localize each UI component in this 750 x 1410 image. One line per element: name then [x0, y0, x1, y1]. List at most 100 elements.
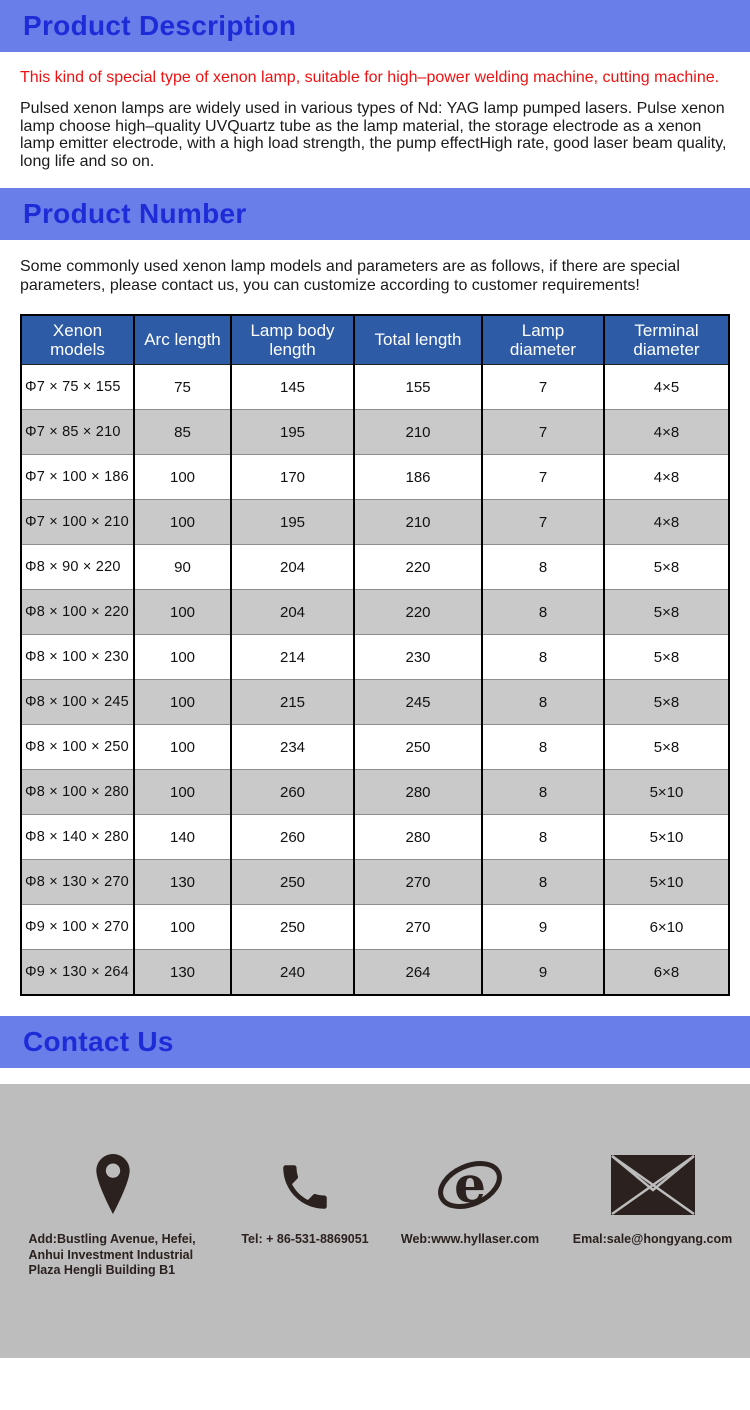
table-row: Φ8 × 130 × 270 130 250 270 8 5×10 — [20, 859, 730, 905]
value-cell: 7 — [481, 454, 605, 500]
table-row: Φ8 × 100 × 245 100 215 245 8 5×8 — [20, 679, 730, 725]
value-cell: 234 — [230, 724, 355, 770]
value-cell: 8 — [481, 679, 605, 725]
table-row: Φ8 × 100 × 280 100 260 280 8 5×10 — [20, 769, 730, 815]
value-cell: 215 — [230, 679, 355, 725]
value-cell: 5×10 — [603, 769, 730, 815]
value-cell: 204 — [230, 589, 355, 635]
value-cell: 9 — [481, 904, 605, 950]
value-cell: 100 — [133, 724, 232, 770]
value-cell: 8 — [481, 814, 605, 860]
value-cell: 4×8 — [603, 499, 730, 545]
value-cell: 210 — [353, 499, 483, 545]
value-cell: 186 — [353, 454, 483, 500]
value-cell: 214 — [230, 634, 355, 680]
models-table: Xenon models Arc length Lamp body length To… — [20, 313, 730, 996]
table-row: Φ7 × 100 × 186 100 170 186 7 4×8 — [20, 454, 730, 500]
internet-explorer-icon: e — [434, 1148, 506, 1216]
value-cell: 195 — [230, 499, 355, 545]
value-cell: 5×10 — [603, 859, 730, 905]
table-row: Φ7 × 85 × 210 85 195 210 7 4×8 — [20, 409, 730, 455]
value-cell: 85 — [133, 409, 232, 455]
value-cell: 5×8 — [603, 724, 730, 770]
highlight-text: This kind of special type of xenon lamp,… — [20, 69, 720, 86]
model-cell: Φ7 × 85 × 210 — [20, 409, 135, 455]
value-cell: 220 — [353, 589, 483, 635]
value-cell: 8 — [481, 724, 605, 770]
value-cell: 155 — [353, 364, 483, 410]
value-cell: 6×8 — [603, 949, 730, 995]
value-cell: 75 — [133, 364, 232, 410]
contact-web-block: e Web:www.hyllaser.com — [385, 1148, 555, 1358]
value-cell: 204 — [230, 544, 355, 590]
value-cell: 240 — [230, 949, 355, 995]
table-row: Φ9 × 130 × 264 130 240 264 9 6×8 — [20, 949, 730, 995]
value-cell: 100 — [133, 589, 232, 635]
table-header-row: Xenon models Arc length Lamp body length To… — [20, 314, 730, 366]
value-cell: 8 — [481, 634, 605, 680]
model-cell: Φ7 × 100 × 210 — [20, 499, 135, 545]
value-cell: 8 — [481, 589, 605, 635]
value-cell: 280 — [353, 814, 483, 860]
value-cell: 130 — [133, 859, 232, 905]
value-cell: 7 — [481, 409, 605, 455]
value-cell: 130 — [133, 949, 232, 995]
model-cell: Φ9 × 130 × 264 — [20, 949, 135, 995]
table-row: Φ8 × 90 × 220 90 204 220 8 5×8 — [20, 544, 730, 590]
value-cell: 100 — [133, 904, 232, 950]
value-cell: 250 — [230, 859, 355, 905]
model-cell: Φ8 × 90 × 220 — [20, 544, 135, 590]
value-cell: 4×8 — [603, 454, 730, 500]
value-cell: 5×8 — [603, 589, 730, 635]
table-row: Φ9 × 100 × 270 100 250 270 9 6×10 — [20, 904, 730, 950]
table-row: Φ7 × 75 × 155 75 145 155 7 4×5 — [20, 364, 730, 410]
value-cell: 270 — [353, 904, 483, 950]
table-row: Φ8 × 140 × 280 140 260 280 8 5×10 — [20, 814, 730, 860]
model-cell: Φ8 × 130 × 270 — [20, 859, 135, 905]
value-cell: 280 — [353, 769, 483, 815]
svg-text:e: e — [454, 1155, 486, 1214]
model-cell: Φ8 × 140 × 280 — [20, 814, 135, 860]
contact-address-block: Add:Bustling Avenue, Hefei, Anhui Invest… — [0, 1148, 225, 1358]
value-cell: 8 — [481, 769, 605, 815]
value-cell: 250 — [353, 724, 483, 770]
value-cell: 260 — [230, 769, 355, 815]
model-cell: Φ8 × 100 × 280 — [20, 769, 135, 815]
table-row: Φ8 × 100 × 230 100 214 230 8 5×8 — [20, 634, 730, 680]
value-cell: 5×8 — [603, 679, 730, 725]
value-cell: 250 — [230, 904, 355, 950]
value-cell: 5×10 — [603, 814, 730, 860]
model-cell: Φ9 × 100 × 270 — [20, 904, 135, 950]
contact-tel-block: Tel: + 86-531-8869051 — [225, 1148, 385, 1358]
section-title-description: Product Description — [23, 10, 297, 41]
value-cell: 145 — [230, 364, 355, 410]
value-cell: 195 — [230, 409, 355, 455]
column-header: Terminal diameter — [603, 314, 730, 366]
value-cell: 264 — [353, 949, 483, 995]
location-pin-icon — [93, 1148, 133, 1216]
value-cell: 210 — [353, 409, 483, 455]
product-number-section: Some commonly used xenon lamp models and… — [0, 240, 750, 295]
value-cell: 100 — [133, 769, 232, 815]
column-header: Lamp diameter — [481, 314, 605, 366]
table-row: Φ8 × 100 × 250 100 234 250 8 5×8 — [20, 724, 730, 770]
email-label: Emal:sale@hongyang.com — [572, 1231, 733, 1246]
model-cell: Φ7 × 75 × 155 — [20, 364, 135, 410]
value-cell: 100 — [133, 454, 232, 500]
tel-label: Tel: + 86-531-8869051 — [241, 1231, 369, 1246]
value-cell: 9 — [481, 949, 605, 995]
value-cell: 140 — [133, 814, 232, 860]
value-cell: 4×5 — [603, 364, 730, 410]
value-cell: 5×8 — [603, 544, 730, 590]
model-cell: Φ8 × 100 × 250 — [20, 724, 135, 770]
model-cell: Φ7 × 100 × 186 — [20, 454, 135, 500]
value-cell: 220 — [353, 544, 483, 590]
value-cell: 245 — [353, 679, 483, 725]
contact-footer: Add:Bustling Avenue, Hefei, Anhui Invest… — [0, 1083, 750, 1358]
column-header: Lamp body length — [230, 314, 355, 366]
value-cell: 100 — [133, 679, 232, 725]
section-title-contact: Contact Us — [23, 1025, 174, 1057]
value-cell: 260 — [230, 814, 355, 860]
value-cell: 7 — [481, 499, 605, 545]
value-cell: 90 — [133, 544, 232, 590]
